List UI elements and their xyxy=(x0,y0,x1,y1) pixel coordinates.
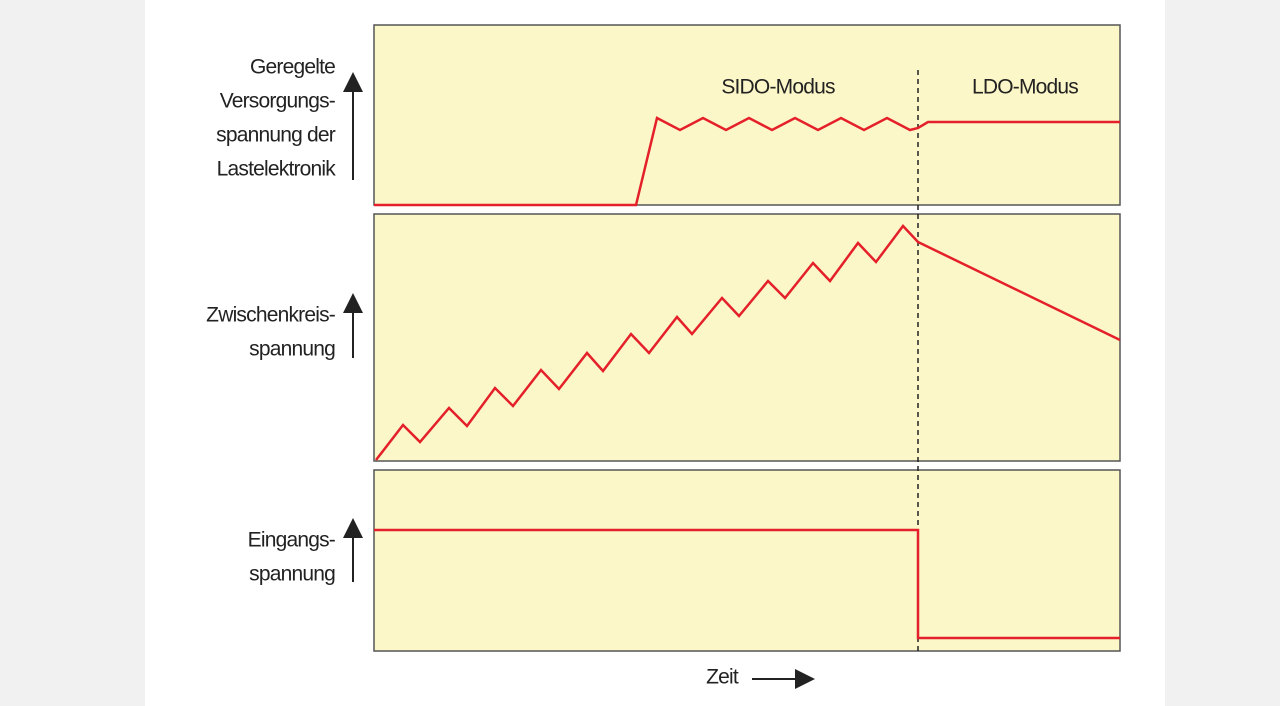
panel-bottom xyxy=(373,469,1121,652)
axis-label: Geregelte xyxy=(250,56,335,79)
waveform-middle xyxy=(375,224,1121,461)
axis-label: Lastelektronik xyxy=(217,158,337,181)
mode-label: SIDO-Modus xyxy=(721,76,835,99)
waveform-bottom xyxy=(374,528,1120,640)
mode-label: LDO-Modus xyxy=(972,76,1078,99)
panel-middle xyxy=(373,213,1121,462)
axis-label: spannung xyxy=(249,338,335,361)
waveform-top xyxy=(374,116,1120,207)
axis-label: Zwischenkreis- xyxy=(206,304,336,327)
x-axis-label: Zeit xyxy=(706,666,739,689)
axis-label: Versorgungs- xyxy=(220,90,336,113)
axis-label: spannung xyxy=(249,563,335,586)
axis-label: spannung der xyxy=(216,124,336,147)
panel-top xyxy=(373,24,1121,206)
axis-label: Eingangs- xyxy=(248,529,336,552)
